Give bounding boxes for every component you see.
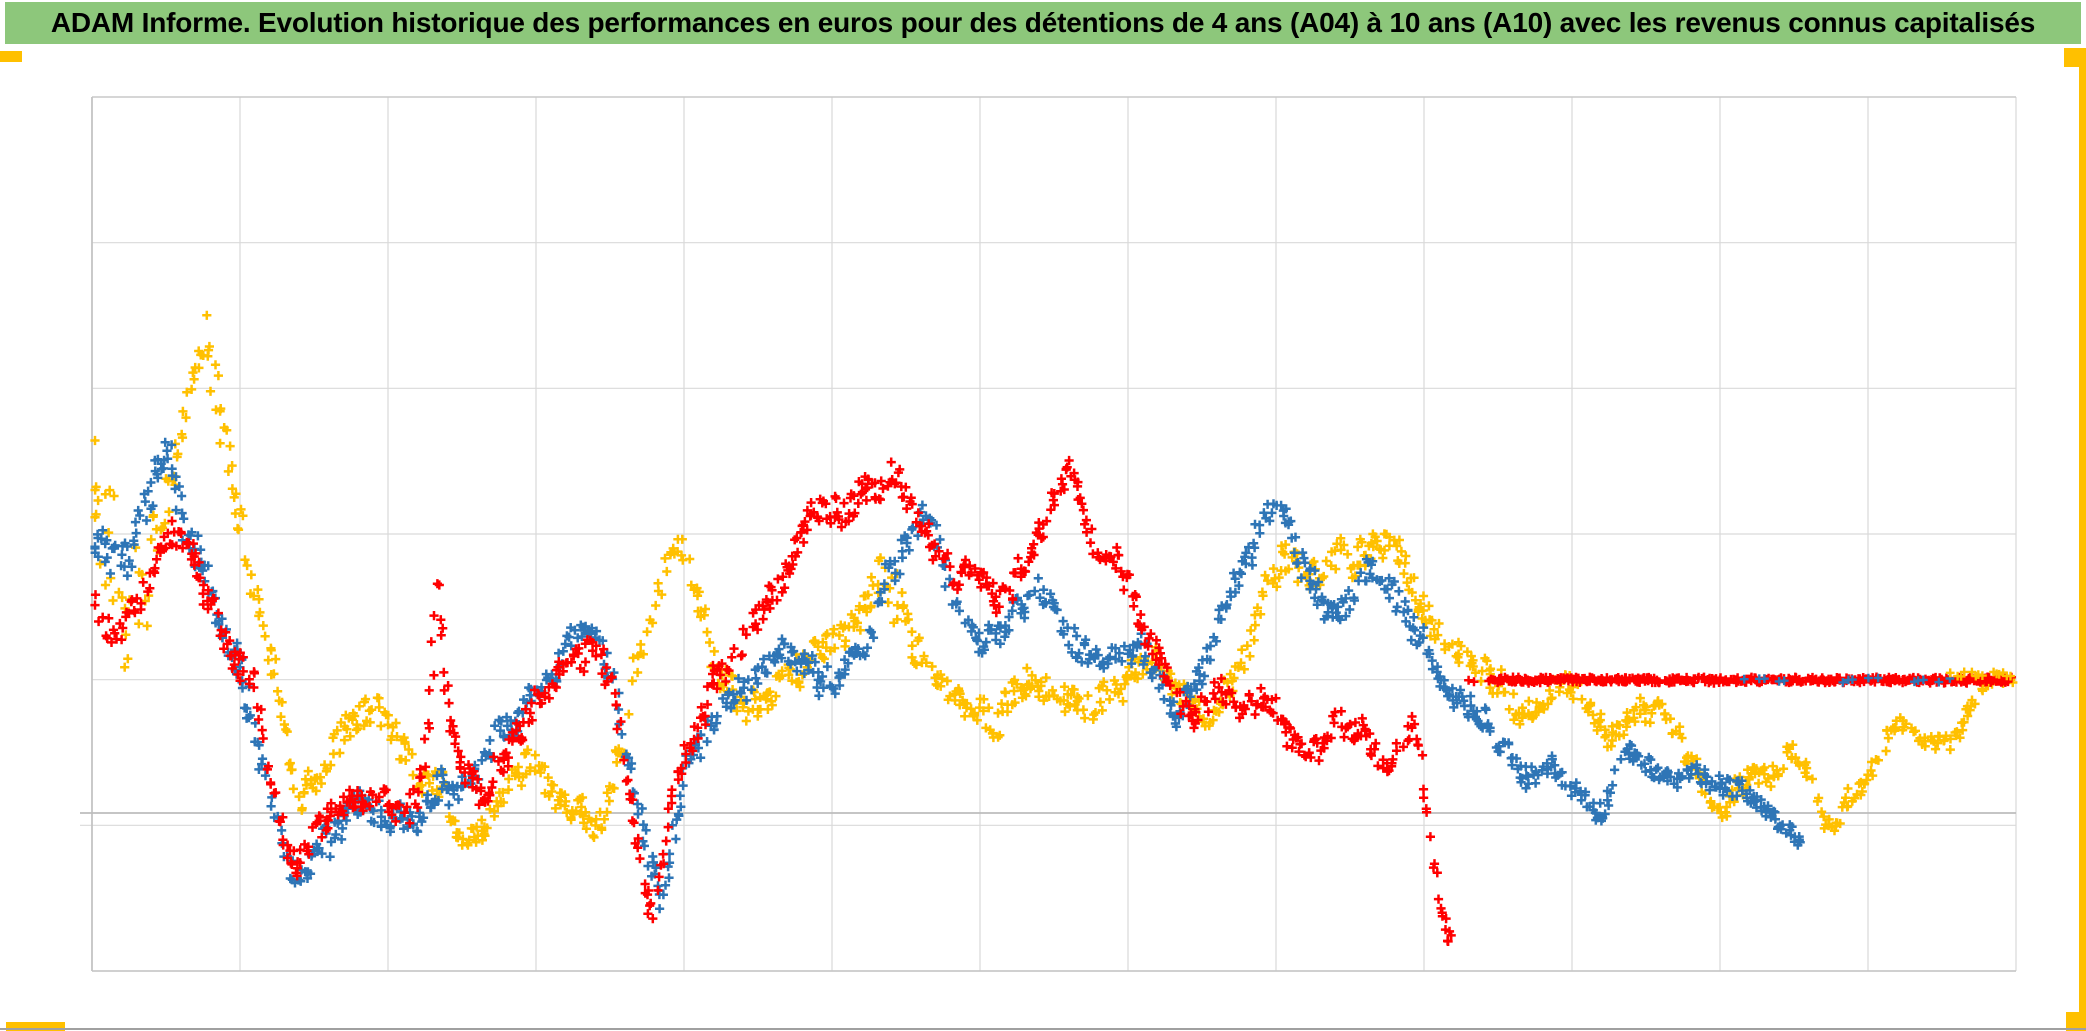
sheet-bottom-border xyxy=(0,1028,2086,1030)
report-title-bar: ADAM Informe. Evolution historique des p… xyxy=(5,2,2081,44)
report-title: ADAM Informe. Evolution historique des p… xyxy=(50,7,2036,38)
corner-mark-bottom-left xyxy=(6,1022,65,1031)
corner-mark-bottom-right xyxy=(2066,1012,2086,1031)
corner-mark-top-left xyxy=(0,51,22,62)
right-edge-strip xyxy=(2079,48,2086,1031)
